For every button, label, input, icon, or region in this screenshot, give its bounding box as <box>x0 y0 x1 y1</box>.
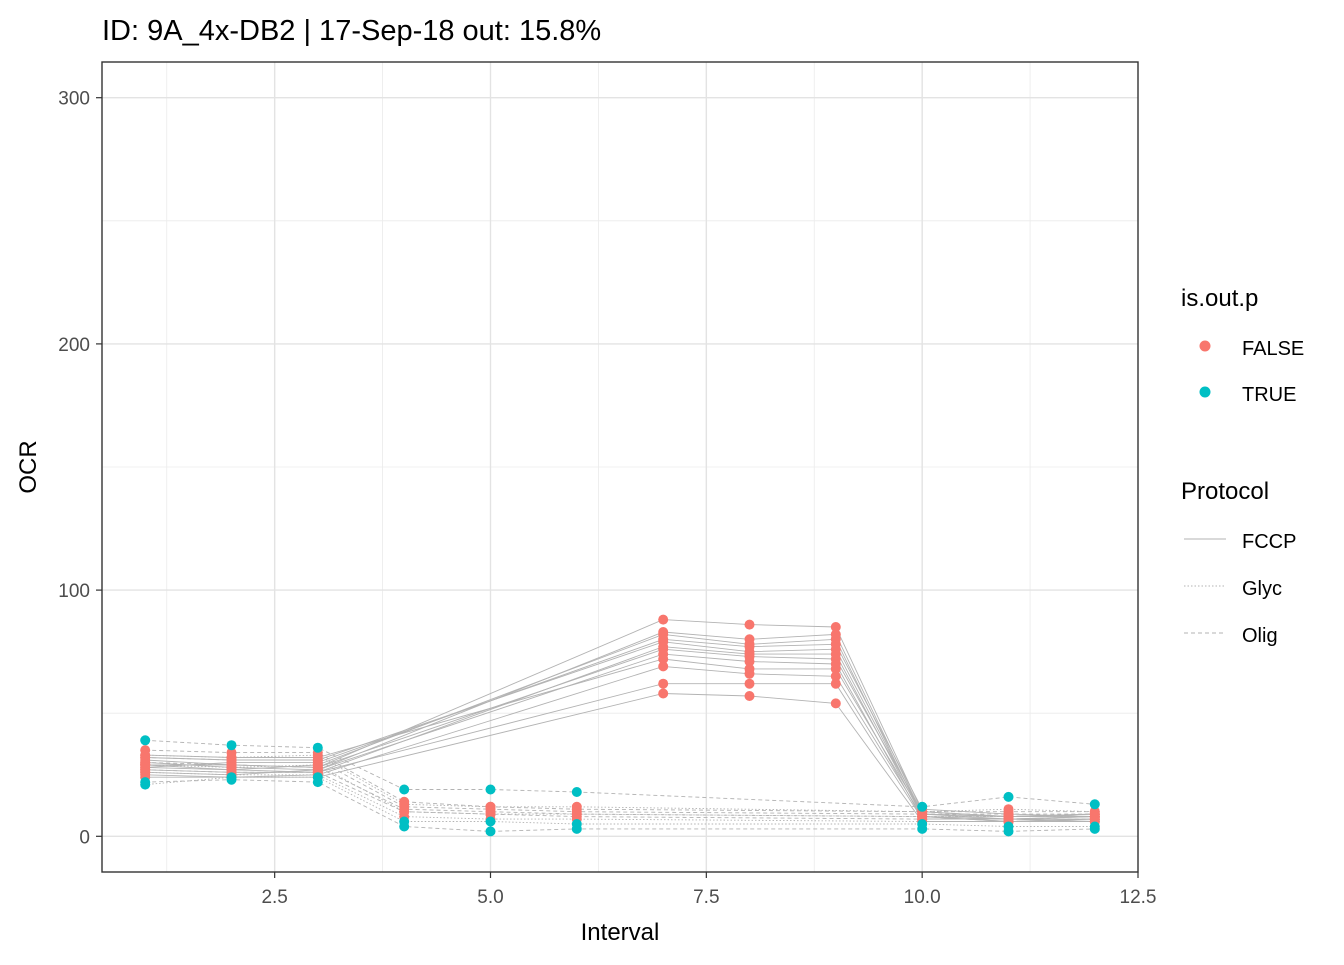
point-true <box>1089 799 1100 810</box>
point-true <box>571 787 582 797</box>
panel-border <box>101 61 1139 873</box>
point-false <box>399 799 410 810</box>
point-true <box>399 816 410 827</box>
legend-label-fccp: FCCP <box>1242 531 1296 553</box>
point-true <box>140 735 151 746</box>
point-false <box>140 759 151 770</box>
point-true <box>485 784 496 795</box>
legend-key-true <box>1199 386 1211 398</box>
point-false <box>140 767 151 778</box>
x-axis-ticks: 2.5 5.0 7.5 10.0 12.5 <box>261 872 1156 908</box>
point-false <box>658 678 669 689</box>
point-false <box>658 688 669 699</box>
point-true <box>1003 791 1014 802</box>
point-true <box>571 819 582 829</box>
point-false <box>830 671 841 682</box>
point-false <box>830 663 841 674</box>
point-false <box>658 654 669 664</box>
point-true <box>1089 821 1100 832</box>
x-tick-label: 2.5 <box>261 887 287 908</box>
series-line-olig <box>145 779 1095 832</box>
point-true <box>312 742 323 753</box>
point-true <box>399 784 410 795</box>
point-false <box>830 698 841 709</box>
point-false <box>226 752 237 763</box>
point-true <box>917 819 928 829</box>
point-true <box>485 826 496 837</box>
y-tick-label: 100 <box>58 581 90 602</box>
y-axis-title: OCR <box>15 440 42 493</box>
point-false <box>744 691 755 701</box>
chart-title: ID: 9A_4x-DB2 | 17-Sep-18 out: 15.8% <box>102 15 601 47</box>
point-false <box>312 750 323 761</box>
series-line-olig <box>145 761 1095 818</box>
y-axis-ticks: 0 100 200 300 <box>58 89 102 848</box>
point-true <box>485 816 496 827</box>
point-false <box>830 622 841 632</box>
point-false <box>140 750 151 761</box>
point-false <box>1003 804 1014 815</box>
series-line-olig <box>145 739 1095 808</box>
point-true <box>226 740 237 751</box>
legend-key-false <box>1199 340 1211 352</box>
point-false <box>571 801 582 812</box>
x-tick-label: 7.5 <box>693 887 719 908</box>
grid-major <box>102 62 1138 872</box>
point-false <box>485 801 496 812</box>
x-tick-label: 5.0 <box>477 887 503 908</box>
point-true <box>226 772 237 783</box>
point-false <box>312 759 323 770</box>
point-false <box>744 678 755 689</box>
legend-title-color: is.out.p <box>1181 285 1258 312</box>
point-true <box>312 772 323 783</box>
point-false <box>744 668 755 679</box>
y-tick-label: 0 <box>79 827 90 848</box>
point-false <box>226 762 237 773</box>
point-false <box>658 614 669 625</box>
point-false <box>744 656 755 667</box>
legend-label-olig: Olig <box>1242 625 1278 647</box>
point-false <box>658 661 669 672</box>
x-axis-title: Interval <box>581 919 660 946</box>
point-true <box>1003 821 1014 832</box>
y-tick-label: 300 <box>58 89 90 110</box>
legend-label-false: FALSE <box>1242 338 1304 360</box>
x-tick-label: 10.0 <box>904 887 941 908</box>
legend: is.out.p FALSE TRUE Protocol FCCP Glyc O… <box>1181 285 1304 647</box>
point-false <box>830 678 841 689</box>
legend-label-glyc: Glyc <box>1242 578 1282 600</box>
point-true <box>917 801 928 812</box>
x-tick-label: 12.5 <box>1120 887 1157 908</box>
legend-title-protocol: Protocol <box>1181 478 1269 505</box>
y-tick-label: 200 <box>58 335 90 356</box>
point-true <box>140 779 151 790</box>
legend-label-true: TRUE <box>1242 384 1296 406</box>
point-false <box>744 619 755 630</box>
data-points <box>140 614 1100 837</box>
